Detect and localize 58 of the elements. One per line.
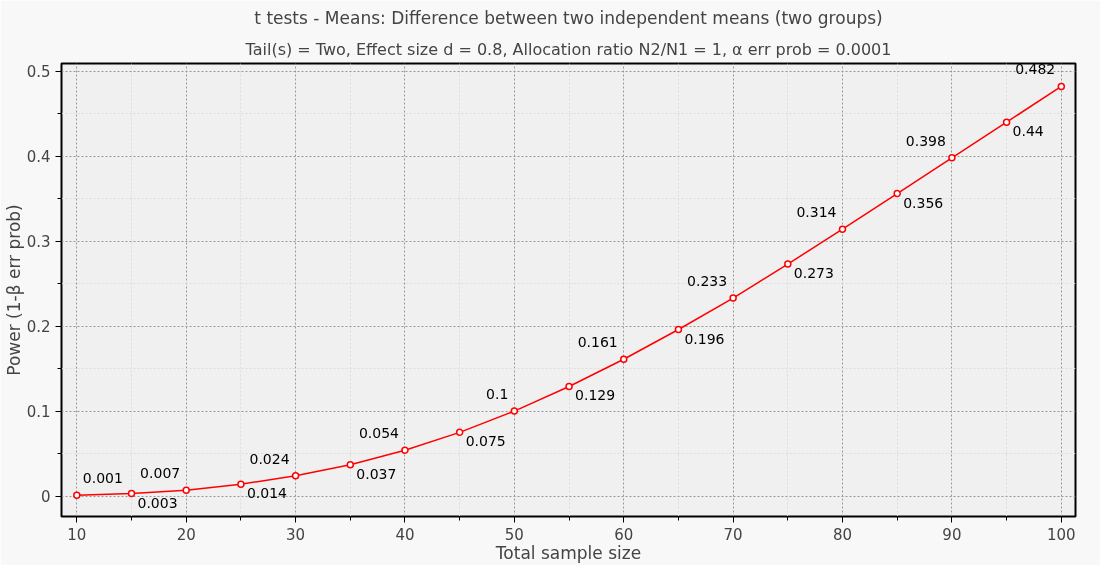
point bbox=[619, 355, 628, 364]
x-tick-label: 40 bbox=[395, 525, 415, 544]
x-tick-label: 60 bbox=[614, 525, 634, 544]
data-label: 0.007 bbox=[140, 465, 181, 482]
data-label: 0.356 bbox=[903, 194, 944, 211]
point bbox=[1002, 118, 1011, 126]
y-tick-label: 0 bbox=[40, 488, 51, 507]
data-label: 0.024 bbox=[249, 450, 290, 467]
point bbox=[1057, 82, 1066, 91]
data-label: 0.196 bbox=[684, 330, 725, 347]
chart-title: t tests - Means: Difference between two independent means (two groups) bbox=[254, 7, 883, 28]
x-tick-label: 10 bbox=[67, 525, 87, 544]
data-label: 0.014 bbox=[246, 485, 288, 502]
y-tick-label: 0.3 bbox=[26, 233, 51, 252]
x-tick-label: 100 bbox=[1046, 525, 1076, 544]
y-tick-label: 0.4 bbox=[26, 148, 51, 167]
x-tick-label: 70 bbox=[723, 525, 743, 544]
x-tick-label: 50 bbox=[504, 525, 524, 544]
y-tick-label: 0.5 bbox=[26, 63, 51, 82]
data-label: 0.129 bbox=[575, 387, 616, 404]
point bbox=[237, 480, 245, 488]
x-tick-label: 20 bbox=[176, 525, 196, 544]
y-tick-label: 0.2 bbox=[26, 318, 51, 337]
x-tick-label: 90 bbox=[942, 525, 962, 544]
x-tick-label: 80 bbox=[832, 525, 853, 544]
point bbox=[893, 189, 901, 198]
point bbox=[401, 446, 409, 454]
data-label: 0.314 bbox=[796, 204, 837, 221]
point bbox=[565, 382, 573, 391]
point bbox=[291, 471, 300, 480]
chart-subtitle: Tail(s) = Two, Effect size d = 0.8, Allocation ratio N2/N1 = 1, α err prob = 0.0001 bbox=[244, 39, 892, 59]
data-label: 0.273 bbox=[793, 265, 834, 282]
data-label: 0.161 bbox=[577, 334, 618, 351]
y-tick-label: 0.1 bbox=[26, 403, 51, 422]
point bbox=[182, 486, 190, 494]
point bbox=[838, 225, 847, 233]
point bbox=[127, 489, 136, 498]
point bbox=[784, 260, 792, 268]
point bbox=[510, 407, 519, 415]
data-label: 0.398 bbox=[905, 132, 946, 149]
point bbox=[674, 325, 683, 334]
point bbox=[346, 460, 355, 469]
point bbox=[455, 428, 464, 437]
data-label: 0.001 bbox=[82, 470, 123, 487]
data-label: 0.003 bbox=[137, 494, 178, 511]
point bbox=[948, 154, 956, 162]
data-label: 0.075 bbox=[465, 433, 506, 450]
point bbox=[73, 491, 81, 499]
data-label: 0.233 bbox=[687, 273, 728, 290]
point bbox=[729, 294, 737, 302]
data-label: 0.1 bbox=[486, 386, 509, 403]
data-label: 0.44 bbox=[1012, 123, 1044, 140]
data-label: 0.037 bbox=[356, 465, 397, 482]
x-tick-label: 30 bbox=[286, 525, 306, 544]
y-axis-title: Power (1-β err prob) bbox=[3, 204, 24, 376]
x-axis-title: Total sample size bbox=[494, 542, 642, 563]
data-label: 0.482 bbox=[1015, 61, 1056, 78]
data-label: 0.054 bbox=[358, 425, 400, 442]
